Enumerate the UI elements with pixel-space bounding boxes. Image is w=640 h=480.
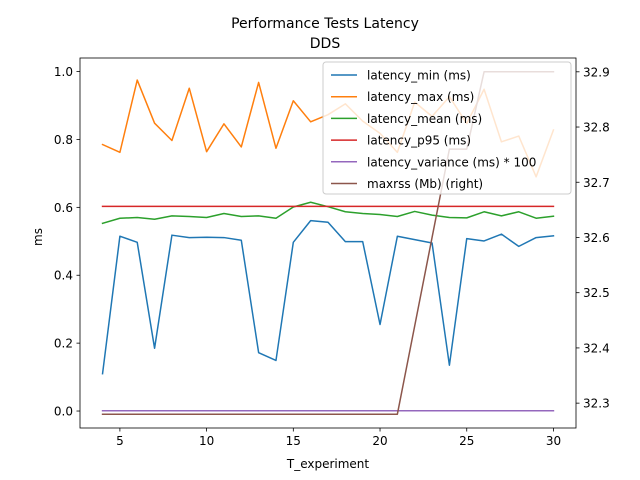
- legend-box: [322, 61, 572, 195]
- x-tick-label-2: 15: [286, 434, 301, 448]
- x-tick-label-4: 25: [459, 434, 474, 448]
- legend: latency_min (ms) latency_max (ms) latency_…: [322, 61, 572, 195]
- y-tick-label-5: 1.0: [54, 65, 73, 79]
- x-tick-label-5: 30: [546, 434, 561, 448]
- y2-tick-label-3: 32.6: [583, 231, 610, 245]
- y2-tick-label-0: 32.3: [583, 397, 610, 411]
- plot-frame: [79, 57, 577, 429]
- x-axis-label: T_experiment: [286, 457, 370, 471]
- chart-title: Performance Tests Latency: [231, 16, 419, 32]
- y-tick-label-0: 0.0: [54, 405, 73, 419]
- y-tick-label-4: 0.8: [54, 133, 73, 147]
- x-tick-label-3: 20: [372, 434, 387, 448]
- legend-label-0: latency_min (ms): [367, 69, 471, 83]
- y2-tick-label-6: 32.9: [583, 65, 610, 79]
- legend-label-5: maxrss (Mb) (right): [367, 177, 483, 191]
- y-tick-label-2: 0.4: [54, 269, 73, 283]
- y2-tick-label-2: 32.5: [583, 286, 610, 300]
- y2-tick-label-5: 32.8: [583, 121, 610, 135]
- axes-layer: 5 10 15 20 25 30 0.0 0.2 0.4 0.6 0.8 1.0 32.3 32.4 32.…: [54, 57, 610, 448]
- series-line-0: [101, 219, 555, 375]
- y2-tick-label-4: 32.7: [583, 176, 610, 190]
- legend-label-1: latency_max (ms): [367, 90, 474, 104]
- legend-label-4: latency_variance (ms) * 100: [367, 155, 536, 169]
- legend-label-2: latency_mean (ms): [367, 112, 482, 126]
- y-tick-label-1: 0.2: [54, 337, 73, 351]
- chart-subtitle: DDS: [310, 36, 341, 52]
- x-tick-label-1: 10: [199, 434, 214, 448]
- x-tick-label-0: 5: [116, 434, 124, 448]
- y-axis-label: ms: [31, 228, 45, 246]
- y2-tick-label-1: 32.4: [583, 341, 610, 355]
- legend-label-3: latency_p95 (ms): [367, 134, 471, 148]
- y-tick-label-3: 0.6: [54, 201, 73, 215]
